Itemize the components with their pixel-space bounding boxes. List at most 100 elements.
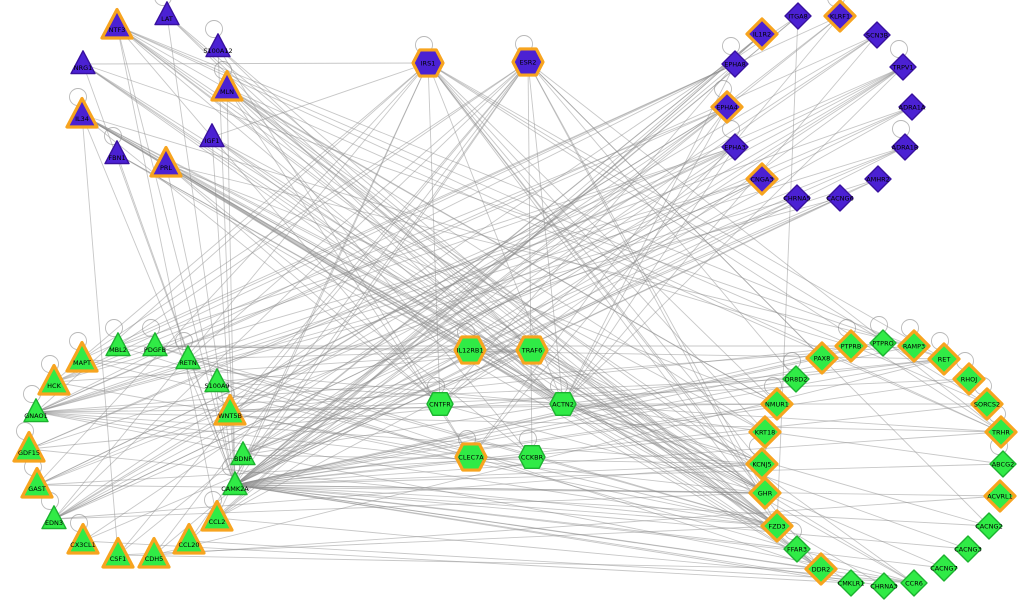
edge-IL34-CSF1: [81, 114, 119, 556]
edge-CHRNA5-BDNF: [242, 197, 798, 456]
edge-EPHA8-HCK: [53, 63, 736, 383]
node-ITGA8[interactable]: [784, 2, 812, 30]
node-PTPRB[interactable]: [834, 329, 868, 363]
edge-ACTN2-ABCG2: [562, 403, 1004, 465]
node-DDR2[interactable]: [804, 552, 838, 586]
node-OR8D2[interactable]: [782, 365, 810, 393]
node-MLN[interactable]: [210, 69, 244, 102]
node-PDGFB[interactable]: [142, 332, 168, 357]
node-PAX8[interactable]: [805, 341, 839, 375]
edge-HCK-TRAF6: [53, 349, 533, 383]
node-IL1R2[interactable]: [745, 17, 779, 51]
node-GDF15[interactable]: [12, 430, 46, 463]
node-GAST[interactable]: [20, 466, 54, 499]
node-S100A9[interactable]: [204, 368, 230, 393]
node-KCNJ5[interactable]: [745, 447, 779, 481]
node-PTPRO[interactable]: [869, 329, 897, 357]
edge-CSF1-FZD3: [117, 525, 778, 556]
node-TRHR[interactable]: [984, 415, 1018, 449]
node-EPHA4[interactable]: [710, 90, 744, 124]
node-FBN1[interactable]: [104, 140, 130, 165]
node-CCL20[interactable]: [172, 522, 206, 555]
node-TRAF6[interactable]: [515, 335, 549, 365]
node-CACNG6[interactable]: [826, 184, 854, 212]
edge-TRAF6-KCNJ5: [531, 349, 763, 465]
node-LAT[interactable]: [154, 1, 180, 26]
node-SCN3B[interactable]: [863, 21, 891, 49]
edge-ESR2-FZD3: [527, 61, 778, 527]
node-RHOJ[interactable]: [952, 362, 986, 396]
node-IL12RB1[interactable]: [453, 335, 487, 365]
node-S100A12[interactable]: [205, 33, 231, 58]
node-HCK[interactable]: [37, 363, 71, 396]
node-NMUR1[interactable]: [760, 387, 794, 421]
node-CSF1[interactable]: [101, 536, 135, 569]
edge-NRG1-GHR: [82, 63, 766, 494]
node-RETN[interactable]: [175, 345, 201, 370]
self-loop-RETN: [175, 332, 193, 350]
node-IL34[interactable]: [65, 96, 99, 129]
node-CX3CL1[interactable]: [66, 522, 100, 555]
node-EPHA3[interactable]: [721, 133, 749, 161]
node-NRG1[interactable]: [70, 50, 96, 75]
node-TRPV1[interactable]: [889, 53, 917, 81]
node-CMKLR1[interactable]: [837, 569, 865, 597]
node-CACNG2[interactable]: [975, 512, 1003, 540]
node-CNTFR[interactable]: [426, 391, 454, 417]
edge-CAMK2A-CHRNA3: [234, 484, 885, 587]
node-CDH5[interactable]: [137, 536, 171, 569]
edge-S100A9-CLEC7A: [216, 381, 472, 458]
node-IRS1[interactable]: [411, 48, 445, 78]
edge-NRG1-RET: [82, 63, 945, 360]
node-PRL[interactable]: [149, 145, 183, 178]
node-IGF1[interactable]: [199, 123, 225, 148]
node-CHRNA5[interactable]: [783, 184, 811, 212]
node-BDNF[interactable]: [230, 441, 256, 466]
node-AMHR2[interactable]: [864, 165, 892, 193]
node-WNT5B[interactable]: [213, 393, 247, 426]
node-ACTN2[interactable]: [549, 391, 577, 417]
node-GNAO1[interactable]: [23, 398, 49, 423]
edge-PRL-NMUR1: [165, 163, 778, 405]
node-CNGA3[interactable]: [745, 162, 779, 196]
node-CCKBR[interactable]: [518, 444, 546, 470]
node-CCR6[interactable]: [900, 569, 928, 597]
edge-CAMK2A-SORCS2: [234, 403, 988, 486]
edge-CAMK2A-OR8D2: [234, 378, 797, 486]
node-CACNG3[interactable]: [954, 535, 982, 563]
edge-TRPV1-GAST: [36, 66, 904, 486]
node-EDN3[interactable]: [41, 505, 67, 530]
node-FFAR3[interactable]: [783, 535, 811, 563]
node-ADRA1A[interactable]: [898, 93, 926, 121]
node-RET[interactable]: [927, 342, 961, 376]
node-CAMK2A[interactable]: [222, 471, 248, 496]
node-FZD3[interactable]: [760, 509, 794, 543]
node-ADRA1B[interactable]: [891, 133, 919, 161]
edge-S100A9-ACTN2: [216, 381, 564, 405]
node-CACNG7[interactable]: [930, 554, 958, 582]
node-KRT18[interactable]: [748, 415, 782, 449]
edge-PDGFB-FZD3: [154, 345, 778, 527]
node-GHR[interactable]: [748, 476, 782, 510]
node-ESR2[interactable]: [511, 47, 545, 77]
edge-MLN-CLEC7A: [226, 87, 472, 458]
node-KLRF1[interactable]: [823, 0, 857, 33]
edge-IRS1-KRT18: [427, 62, 766, 433]
node-SORCS2[interactable]: [970, 387, 1004, 421]
edge-CAMK2A-KRT18: [234, 431, 766, 486]
node-NTF3[interactable]: [100, 7, 134, 40]
node-MAPT[interactable]: [65, 340, 99, 373]
edge-IRS1-RET: [427, 62, 945, 360]
edge-EPHA4-HCK: [53, 106, 728, 383]
node-CCL2[interactable]: [200, 499, 234, 532]
node-ABCG2[interactable]: [989, 450, 1017, 478]
node-MBL2[interactable]: [105, 332, 131, 357]
node-CLEC7A[interactable]: [454, 442, 488, 472]
node-EPHA8[interactable]: [721, 50, 749, 78]
node-RAMP3[interactable]: [897, 329, 931, 363]
node-ACVRL1[interactable]: [983, 479, 1017, 513]
edge-IRS1-CAMK2A: [234, 62, 429, 486]
node-CHRNA3[interactable]: [870, 572, 898, 600]
